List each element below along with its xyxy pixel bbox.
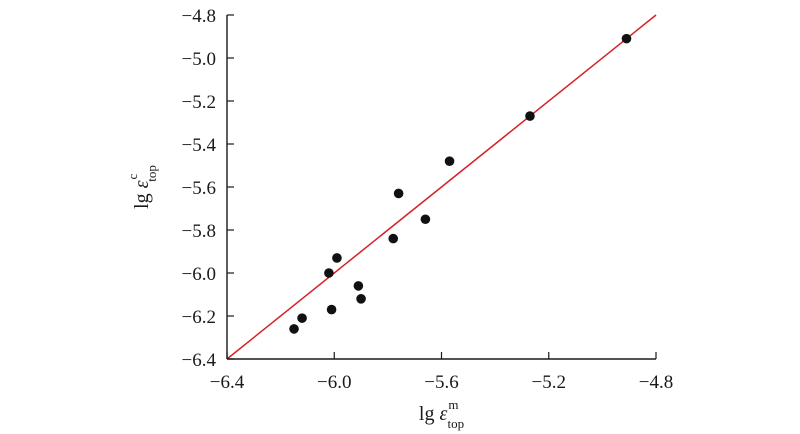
data-point [289, 324, 299, 334]
data-point [324, 268, 334, 278]
y-tick-label: −5.0 [182, 49, 216, 70]
x-tick-label: −4.8 [639, 372, 673, 393]
data-point [388, 233, 399, 244]
data-point [444, 156, 455, 166]
x-tick-label: −5.2 [532, 372, 566, 393]
y-tick-label: −6.4 [182, 350, 217, 371]
y-tick-label: −4.8 [182, 6, 216, 27]
data-point [356, 294, 366, 304]
x-axis-label: lg εm top [419, 397, 464, 431]
data-point [353, 281, 364, 291]
y-tick-label: −5.4 [182, 135, 217, 156]
y-tick-label: −6.2 [182, 307, 216, 328]
data-point [332, 253, 342, 263]
data-point [393, 188, 404, 199]
data-point [297, 313, 307, 323]
data-point [621, 33, 632, 44]
x-tick-label: −5.6 [424, 372, 458, 393]
data-point [420, 214, 431, 225]
y-tick-label: −6.0 [182, 264, 216, 285]
x-tick-label: −6.0 [317, 372, 351, 393]
y-tick-label: −5.8 [182, 221, 216, 242]
data-point [525, 111, 535, 121]
x-tick-label: −6.4 [210, 372, 245, 393]
identity-line [226, 14, 657, 360]
y-axis-label: lg εc top [125, 165, 159, 209]
y-tick-label: −5.6 [182, 178, 216, 199]
ticks: −6.4 −6.0 −5.6 −5.2 −4.8 −6.4 −6.2 −6.0 −5.8 −5.6… [182, 6, 674, 393]
y-tick-label: −5.2 [182, 92, 216, 113]
data-point [326, 304, 337, 315]
data-layer [226, 14, 657, 360]
